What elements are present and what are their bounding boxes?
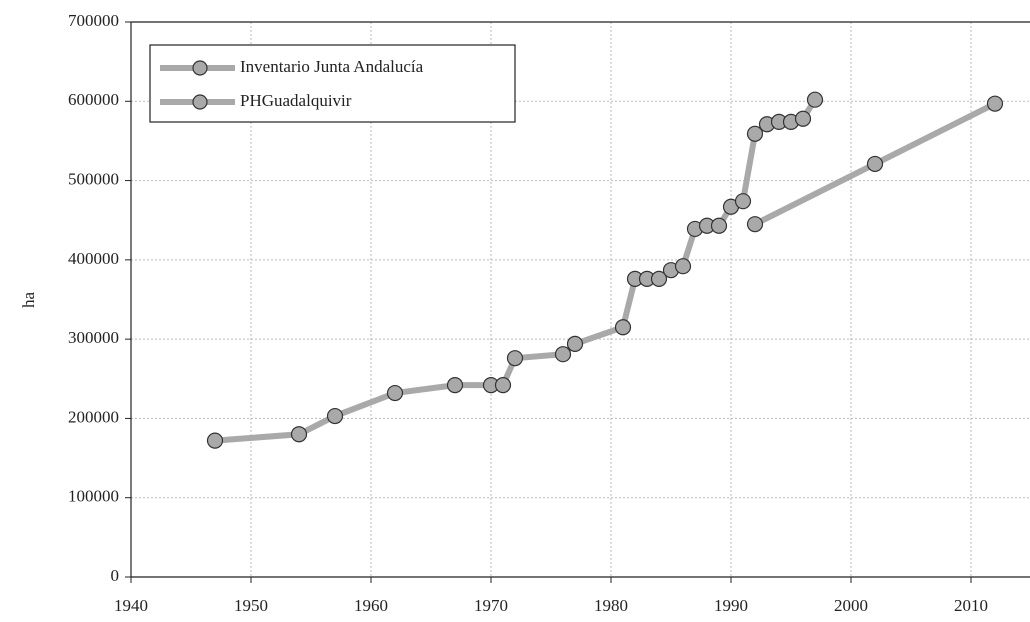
x-tick-label: 2000 <box>834 596 868 615</box>
data-point <box>710 217 728 234</box>
data-point <box>446 377 464 394</box>
data-point <box>566 335 584 352</box>
data-point <box>206 432 224 449</box>
y-tick-label: 400000 <box>68 249 119 268</box>
data-point <box>734 193 752 210</box>
data-point <box>746 216 764 233</box>
data-point <box>386 384 404 402</box>
x-tick-label: 1980 <box>594 596 628 615</box>
x-tick-label: 1950 <box>234 596 268 615</box>
y-tick-label: 700000 <box>68 11 119 30</box>
data-point <box>866 155 884 173</box>
data-point <box>986 95 1004 112</box>
data-point <box>506 350 524 367</box>
data-point <box>794 110 812 127</box>
legend-marker <box>192 94 208 110</box>
data-point <box>746 125 764 142</box>
x-tick-label: 2010 <box>954 596 988 615</box>
data-point <box>806 91 824 108</box>
y-tick-label: 600000 <box>68 90 119 109</box>
data-point <box>614 319 632 336</box>
y-tick-label: 200000 <box>68 407 119 426</box>
data-point <box>554 346 572 363</box>
data-point <box>494 377 512 394</box>
data-point <box>290 426 308 443</box>
y-tick-label: 500000 <box>68 169 119 188</box>
legend: Inventario Junta Andalucía PHGuadalquivir <box>149 44 516 123</box>
y-tick-label: 0 <box>111 566 120 585</box>
data-point <box>326 407 344 425</box>
data-point <box>674 258 692 275</box>
data-point <box>650 270 668 287</box>
y-tick-label: 300000 <box>68 328 119 347</box>
x-tick-label: 1970 <box>474 596 508 615</box>
legend-marker <box>192 60 208 76</box>
y-tick-label: 100000 <box>68 487 119 506</box>
legend-label: PHGuadalquivir <box>240 91 352 110</box>
x-tick-label: 1990 <box>714 596 748 615</box>
y-axis-label: ha <box>19 292 38 309</box>
legend-label: Inventario Junta Andalucía <box>240 57 424 76</box>
legend-box <box>149 44 516 123</box>
x-tick-label: 1940 <box>114 596 148 615</box>
x-tick-label: 1960 <box>354 596 388 615</box>
